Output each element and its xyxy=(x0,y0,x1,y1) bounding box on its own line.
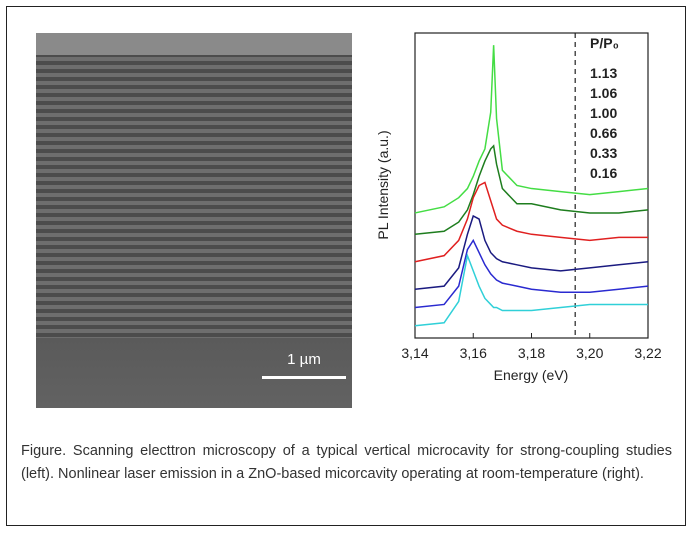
x-tick-label: 3,22 xyxy=(634,345,661,361)
chart: Energy (eV) PL Intensity (a.u.) P/P₀ 3,1… xyxy=(375,32,662,383)
legend-entry: 0.33 xyxy=(590,145,617,161)
scale-bar xyxy=(262,376,346,379)
scale-label: 1 µm xyxy=(287,351,321,368)
spectrum-line xyxy=(414,45,649,214)
x-tick-label: 3,20 xyxy=(576,345,603,361)
legend-entry: 0.16 xyxy=(590,165,617,181)
legend-entry: 1.00 xyxy=(590,105,617,121)
figure-frame xyxy=(6,6,686,526)
sem-substrate xyxy=(36,338,352,408)
legend-entry: 1.13 xyxy=(590,65,617,81)
legend-entry: 1.06 xyxy=(590,85,617,101)
spectrum-line xyxy=(414,214,649,290)
spectrum-line xyxy=(414,252,648,327)
sem-surface xyxy=(36,33,352,55)
y-axis-label: PL Intensity (a.u.) xyxy=(375,130,391,239)
x-tick-label: 3,14 xyxy=(401,345,428,361)
legend-title: P/P₀ xyxy=(590,35,619,51)
legend-entry: 0.66 xyxy=(590,125,617,141)
spectrum-line xyxy=(414,238,649,309)
sem-image: 1 µm xyxy=(36,33,352,408)
spectrum-line xyxy=(414,144,649,236)
x-axis-label: Energy (eV) xyxy=(494,367,569,383)
caption: Figure. Scanning electtron microscopy of… xyxy=(21,443,672,482)
x-tick-label: 3,16 xyxy=(460,345,487,361)
x-tick-label: 3,18 xyxy=(518,345,545,361)
spectrum-line xyxy=(414,181,648,263)
